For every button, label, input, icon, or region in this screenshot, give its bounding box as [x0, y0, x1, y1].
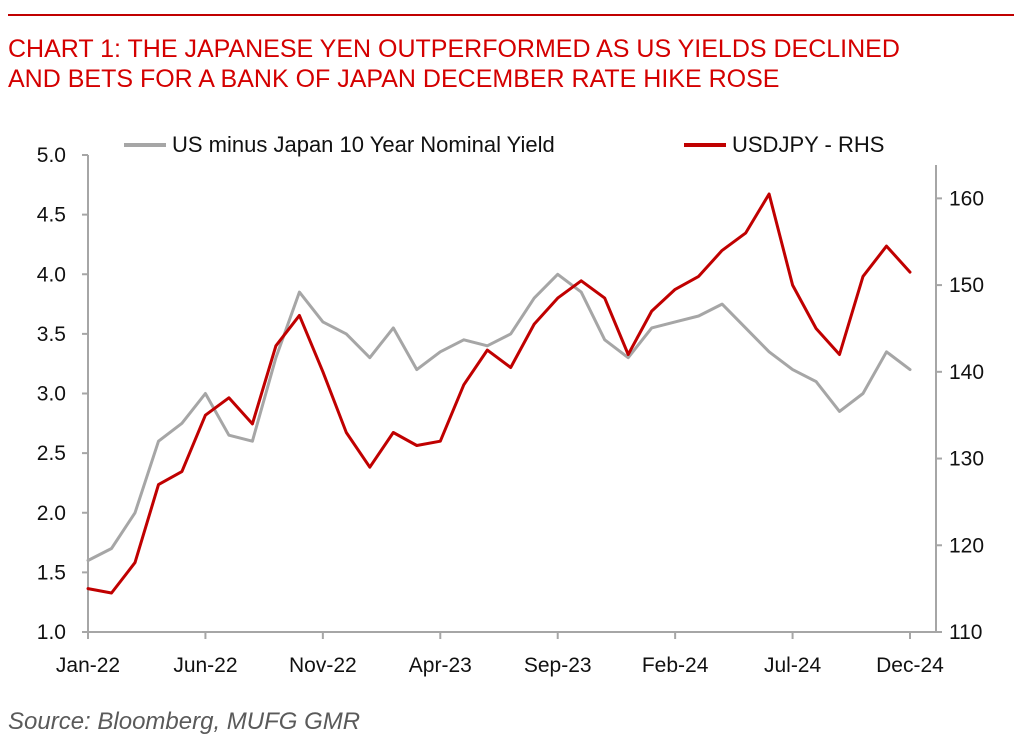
x-axis-tick-label: Feb-24	[642, 654, 709, 677]
right-axis-tick-label: 150	[949, 274, 984, 297]
legend-label-yield-spread: US minus Japan 10 Year Nominal Yield	[172, 132, 555, 157]
left-axis-tick-label: 2.5	[37, 442, 66, 465]
right-axis-tick-label: 140	[949, 361, 984, 384]
axes: 1.0 1.5 2.0 2.5 3.0 3.5 4.0 4.5 5.0 110 120 130 140 1…	[37, 144, 984, 677]
series-layer	[86, 192, 912, 595]
left-axis-tick-label: 1.5	[37, 561, 66, 584]
right-axis-tick-label: 160	[949, 187, 984, 210]
chart-title: CHART 1: THE JAPANESE YEN OUTPERFORMED A…	[8, 34, 1014, 94]
x-axis-tick-label: Jun-22	[173, 654, 237, 677]
left-axis-tick-label: 3.0	[37, 383, 66, 406]
x-axis-tick-label: Jan-22	[56, 654, 120, 677]
series-line-usdjpy	[86, 192, 912, 595]
series-line-yield-spread	[86, 272, 912, 562]
legend-label-usdjpy: USDJPY - RHS	[732, 132, 884, 157]
left-axis-tick-label: 3.5	[37, 323, 66, 346]
source-note: Source: Bloomberg, MUFG GMR	[8, 708, 361, 735]
chart-title-line-1: CHART 1: THE JAPANESE YEN OUTPERFORMED A…	[8, 35, 900, 63]
x-axis-tick-label: Nov-22	[289, 654, 357, 677]
left-axis-tick-label: 1.0	[37, 621, 66, 644]
x-axis-tick-label: Apr-23	[409, 654, 472, 677]
right-axis-tick-label: 130	[949, 448, 984, 471]
top-rule	[8, 14, 1014, 16]
chart-title-line-2: AND BETS FOR A BANK OF JAPAN DECEMBER RA…	[8, 65, 780, 93]
chart-area: 1.0 1.5 2.0 2.5 3.0 3.5 4.0 4.5 5.0 110 120 130 140 1…	[37, 132, 984, 677]
left-axis-tick-label: 4.0	[37, 263, 66, 286]
right-axis-tick-label: 120	[949, 534, 984, 557]
left-axis-tick-label: 5.0	[37, 144, 66, 167]
legend: US minus Japan 10 Year Nominal Yield USDJ…	[124, 132, 884, 157]
left-axis-tick-label: 4.5	[37, 204, 66, 227]
x-axis-tick-label: Jul-24	[764, 654, 822, 677]
left-axis-tick-label: 2.0	[37, 502, 66, 525]
x-axis-tick-label: Sep-23	[524, 654, 592, 677]
x-axis-tick-label: Dec-24	[876, 654, 944, 677]
right-axis-tick-label: 110	[949, 621, 982, 644]
